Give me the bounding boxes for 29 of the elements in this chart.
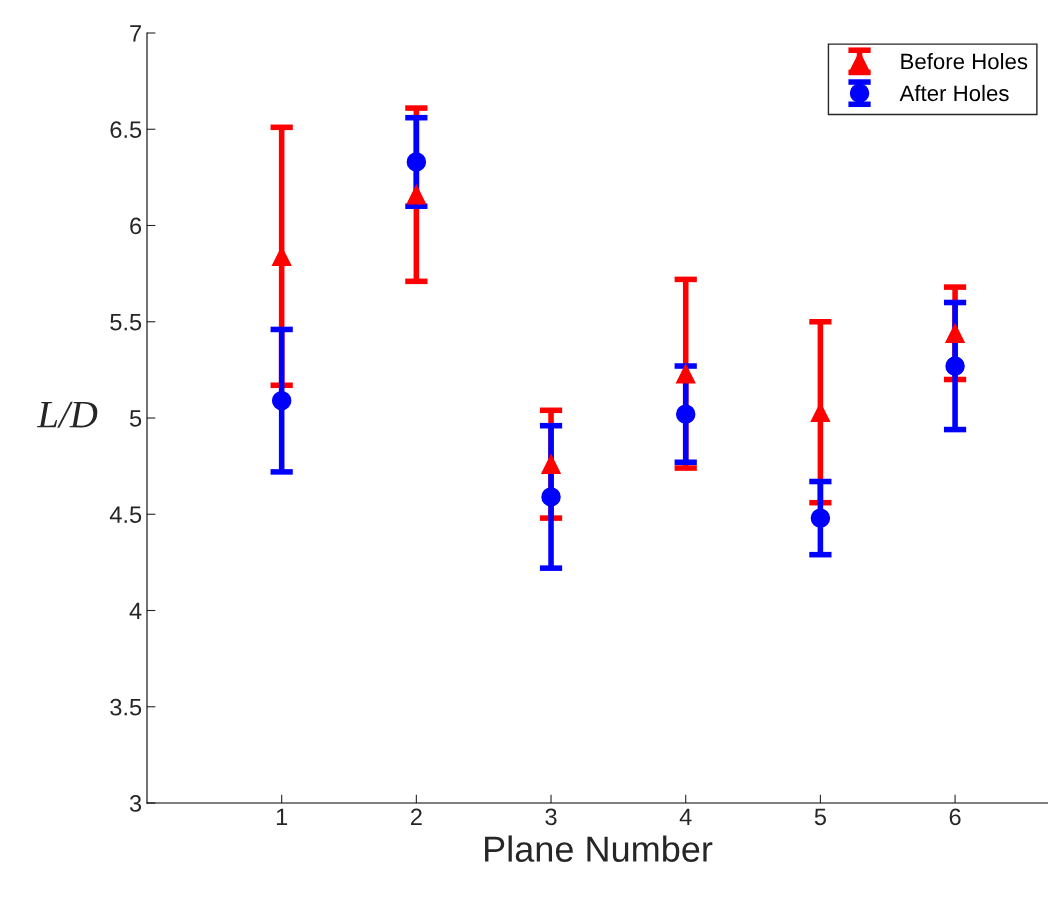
y-axis-title: L/D: [36, 401, 98, 428]
y-tick-label: 6.5: [110, 121, 142, 139]
y-tick-label: 6: [130, 217, 142, 235]
x-tick-label: 1: [276, 808, 288, 825]
point: [406, 152, 427, 172]
legend-label: Before Holes: [901, 53, 1028, 70]
y-tick-label: 4: [129, 602, 142, 620]
point: [541, 487, 561, 507]
point: [406, 184, 427, 205]
y-tick-label: 5.5: [110, 314, 142, 331]
x-tick-label: 2: [410, 808, 422, 825]
point: [675, 364, 696, 384]
point: [541, 454, 561, 474]
point: [271, 390, 292, 411]
point: [945, 356, 965, 376]
x-tick-label: 3: [545, 808, 557, 826]
y-tick-label: 3.5: [110, 698, 142, 716]
legend-label: After Holes: [899, 84, 1009, 102]
x-tick-label: 5: [814, 808, 826, 826]
point: [945, 323, 965, 344]
x-tick-label: 4: [679, 808, 692, 825]
y-tick-label: 4.5: [109, 506, 142, 524]
x-axis-title: Plane Number: [485, 835, 713, 862]
y-tick-label: 5: [129, 410, 142, 427]
y-tick-label: 7: [130, 25, 141, 42]
point: [810, 508, 831, 528]
point: [675, 404, 696, 424]
y-tick-label: 3: [129, 795, 142, 812]
x-tick-label: 6: [949, 808, 961, 826]
